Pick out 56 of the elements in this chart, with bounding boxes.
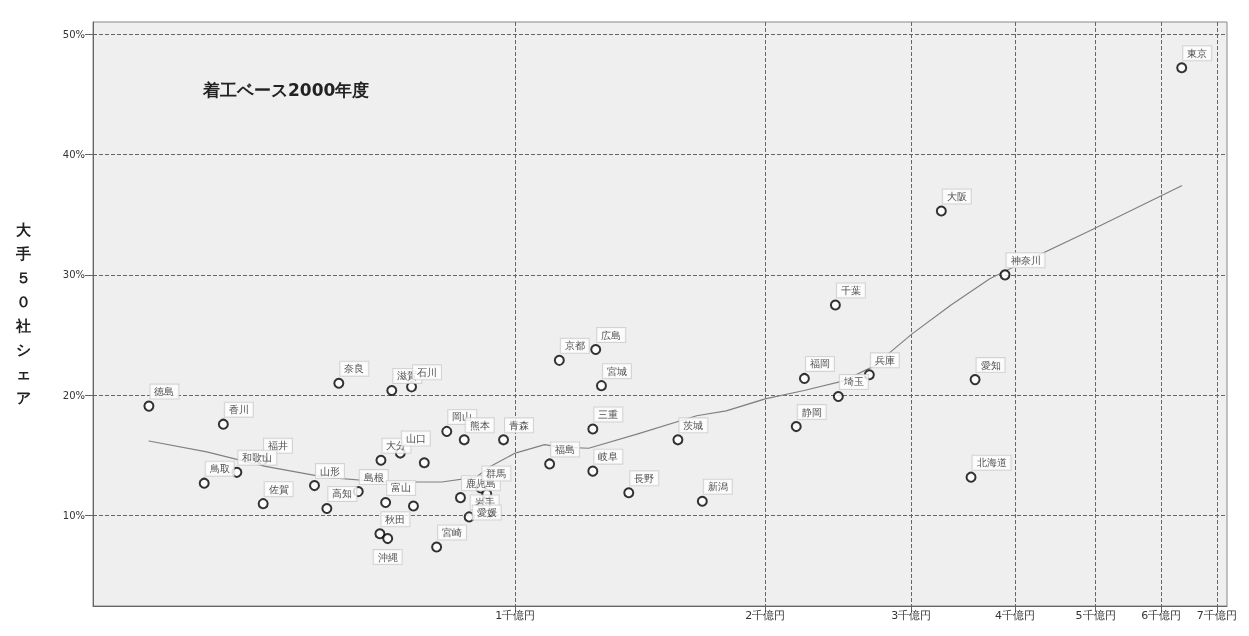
data-label: 和歌山 [242, 452, 273, 464]
data-label: 長野 [634, 472, 655, 484]
data-label: 高知 [332, 488, 353, 500]
data-label: 徳島 [154, 386, 175, 398]
data-label: 青森 [509, 419, 530, 431]
y-tick-label: 10% [62, 510, 85, 522]
data-label: 愛媛 [476, 507, 497, 519]
y-tick-label: 40% [62, 148, 85, 160]
data-label: 北海道 [976, 457, 1007, 469]
data-label: 宮城 [606, 365, 627, 377]
text: 着工ベース2000年度 [202, 79, 370, 100]
data-label: 佐賀 [268, 483, 289, 495]
y-axis-title: 大手５０社シェア [15, 221, 32, 407]
data-label: 三重 [598, 408, 619, 420]
data-label: 滋賀 [397, 370, 418, 382]
data-label: 鳥取 [208, 463, 230, 475]
data-label: 群馬 [486, 468, 507, 479]
data-label: 大分 [386, 440, 407, 452]
data-label: 鹿児島 [465, 477, 496, 489]
data-label: 宮崎 [442, 527, 463, 538]
data-label: 福島 [555, 443, 576, 455]
data-label: 埼玉 [842, 376, 864, 388]
x-tick-label: 4千億円 [995, 609, 1036, 622]
x-tick-label: 2千億円 [745, 609, 786, 622]
data-label: 沖縄 [377, 551, 398, 563]
y-tick-label: 30% [62, 269, 85, 281]
x-tick-label: 7千億円 [1196, 609, 1237, 622]
data-label: 山口 [405, 433, 426, 445]
data-label: 茨城 [683, 419, 704, 431]
data-label: 新潟 [707, 481, 728, 493]
data-label: 秋田 [385, 513, 406, 525]
data-label: 石川 [417, 366, 438, 378]
data-label: 福岡 [809, 358, 830, 370]
data-label: 熊本 [469, 419, 490, 431]
y-tick-label: 20% [62, 389, 85, 401]
x-tick-label: 6千億円 [1141, 609, 1182, 622]
data-label: 山形 [319, 465, 340, 477]
x-tick-label: 5千億円 [1075, 609, 1116, 622]
y-tick-label: 50% [62, 28, 85, 40]
data-label: 兵庫 [874, 354, 895, 366]
data-label: 静岡 [801, 406, 822, 418]
x-tick-label: 3千億円 [891, 609, 932, 622]
data-label: 広島 [601, 329, 622, 341]
data-label: 千葉 [840, 284, 861, 296]
data-label: 京都 [564, 340, 585, 352]
data-label: 東京 [1187, 47, 1208, 59]
data-label: 岐阜 [598, 451, 619, 463]
data-label: 香川 [228, 404, 249, 416]
data-label: 大阪 [946, 191, 967, 203]
data-label: 島根 [363, 471, 384, 483]
data-label: 富山 [391, 482, 412, 494]
data-label: 福井 [267, 440, 288, 452]
data-label: 岩手 [474, 496, 495, 508]
x-tick-label: 1千億円 [495, 609, 536, 622]
data-label: 奈良 [344, 363, 365, 375]
data-label: 愛知 [980, 359, 1001, 371]
